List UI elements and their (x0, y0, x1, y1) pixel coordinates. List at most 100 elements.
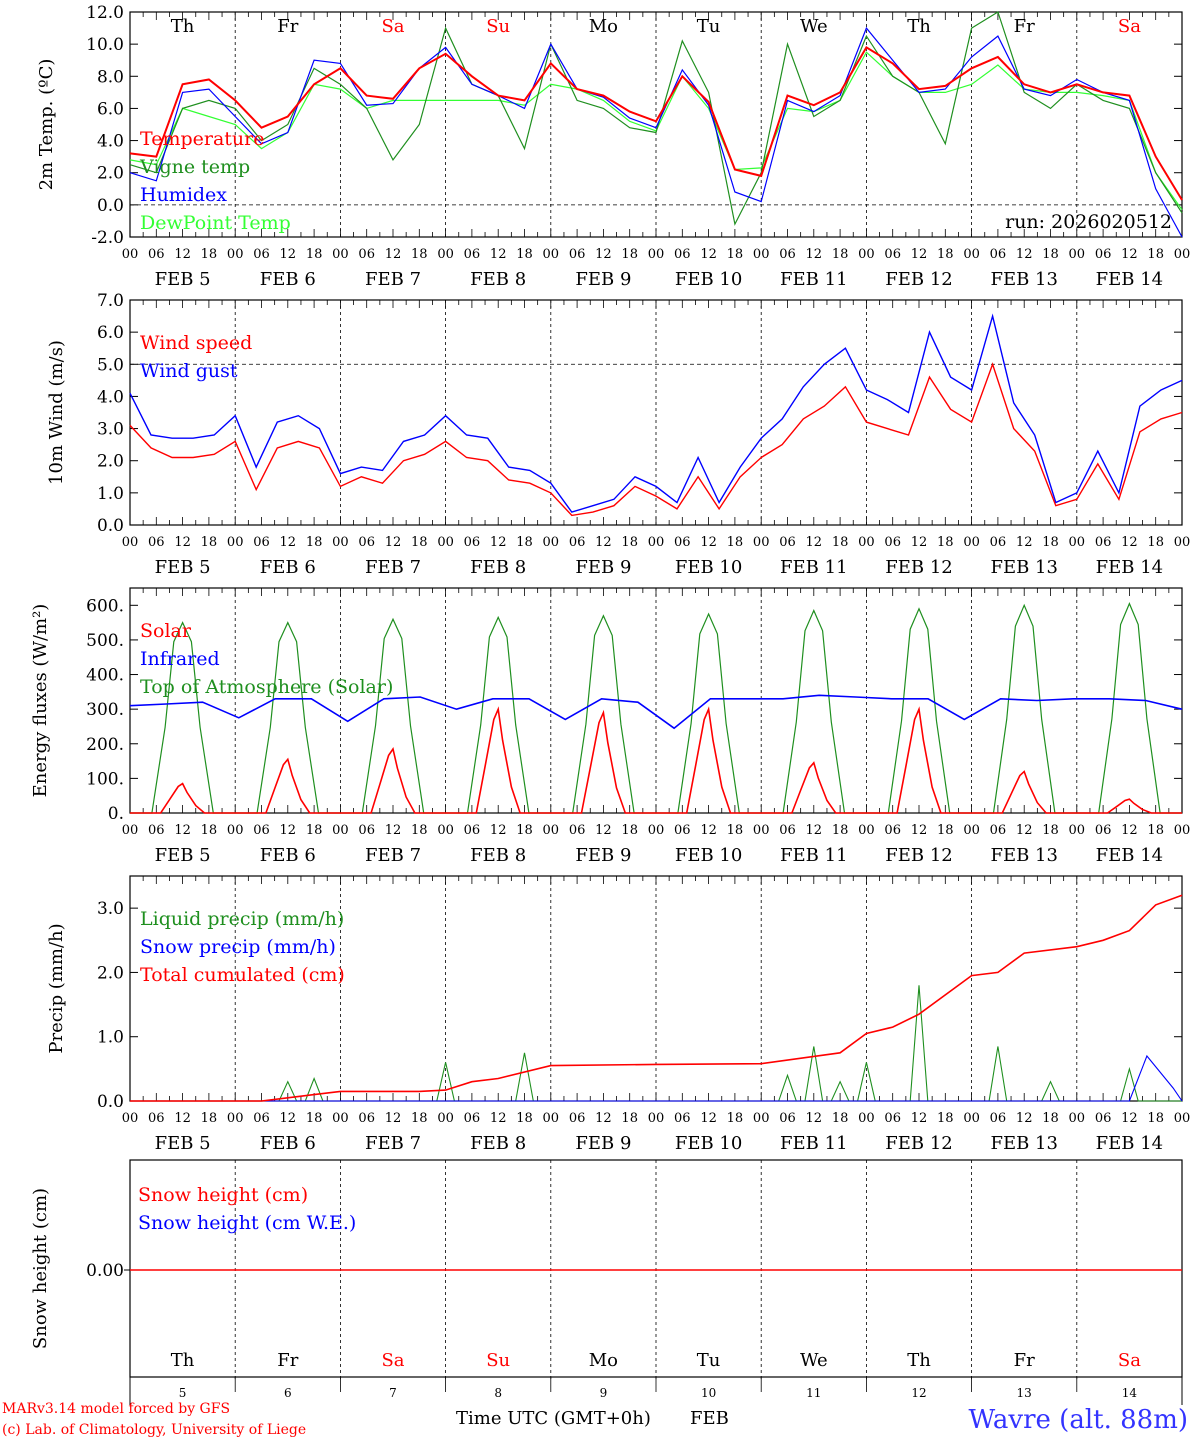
hour-tick-label: 06 (990, 247, 1007, 262)
hour-tick-label: 12 (595, 535, 612, 550)
hour-tick-label: 06 (253, 535, 270, 550)
hour-tick-label: 12 (806, 823, 823, 838)
date-label: FEB 8 (470, 269, 526, 290)
hour-tick-label: 18 (411, 1111, 428, 1126)
day-label: Mo (589, 16, 618, 37)
y-tick-label: 4.0 (97, 132, 124, 152)
hour-tick-label: 06 (569, 247, 586, 262)
series-line-solar (130, 706, 1182, 814)
hour-tick-label: 06 (569, 823, 586, 838)
date-label: FEB 10 (675, 269, 742, 290)
hour-tick-label: 00 (648, 823, 665, 838)
hour-tick-label: 06 (148, 1111, 165, 1126)
y-tick-label: 2.0 (97, 452, 124, 472)
panel-1: -2.0 0.0 2.0 4.0 6.0 8.0 10.0 12.0 Th Fr Sa Su Mo Tu W… (36, 3, 1190, 290)
day-label: Fr (277, 16, 298, 37)
hour-tick-label: 06 (253, 823, 270, 838)
hour-tick-label: 18 (516, 247, 533, 262)
hour-tick-label: 00 (753, 247, 770, 262)
date-label: FEB 12 (885, 845, 952, 866)
hour-tick-label: 06 (884, 1111, 901, 1126)
hour-tick-label: 06 (674, 1111, 691, 1126)
hour-tick-label: 06 (358, 535, 375, 550)
y-tick-label: 7.0 (97, 291, 124, 311)
date-label: FEB 5 (155, 845, 211, 866)
date-label: FEB 6 (260, 269, 316, 290)
legend-entry: Wind speed (140, 332, 252, 354)
hour-tick-label: 00 (437, 1111, 454, 1126)
hour-tick-label: 18 (201, 535, 218, 550)
hour-tick-label: 12 (911, 823, 928, 838)
y-axis-label: 2m Temp. (ºC) (36, 59, 57, 191)
hour-tick-label: 06 (253, 247, 270, 262)
date-label: FEB 12 (885, 1133, 952, 1154)
date-label: FEB 5 (155, 269, 211, 290)
hour-tick-label: 00 (648, 535, 665, 550)
day-label: Tu (697, 1350, 721, 1371)
hour-tick-label: 18 (937, 535, 954, 550)
legend-entry: Infrared (140, 648, 220, 670)
hour-tick-label: 12 (1121, 823, 1138, 838)
hour-tick-label: 06 (358, 823, 375, 838)
hour-tick-label: 06 (569, 535, 586, 550)
legend-entry: DewPoint Temp (140, 212, 291, 234)
hour-tick-label: 12 (806, 1111, 823, 1126)
hour-tick-label: 18 (937, 823, 954, 838)
hour-tick-label: 18 (201, 823, 218, 838)
hour-tick-label: 00 (122, 823, 139, 838)
hour-tick-label: 06 (884, 535, 901, 550)
hour-tick-label: 00 (858, 1111, 875, 1126)
hour-tick-label: 18 (1147, 247, 1164, 262)
hour-tick-label: 00 (1174, 823, 1191, 838)
date-label: FEB 14 (1096, 557, 1163, 578)
hour-tick-label: 00 (332, 535, 349, 550)
day-label: Mo (589, 1350, 618, 1371)
hour-tick-label: 00 (543, 823, 560, 838)
day-label: Tu (697, 16, 721, 37)
month-label: FEB (690, 1408, 729, 1429)
hour-tick-label: 18 (411, 535, 428, 550)
date-label: FEB 8 (470, 557, 526, 578)
date-label: FEB 13 (990, 269, 1057, 290)
date-label: FEB 7 (365, 1133, 421, 1154)
y-tick-label: 5.0 (97, 355, 124, 375)
y-tick-label: 6.0 (97, 323, 124, 343)
legend-entry: Solar (140, 620, 192, 642)
y-axis-label: Energy fluxes (W/m²) (30, 604, 51, 798)
hour-tick-label: 00 (648, 247, 665, 262)
hour-tick-label: 12 (490, 247, 507, 262)
hour-tick-label: 12 (385, 1111, 402, 1126)
hour-tick-label: 06 (1095, 535, 1112, 550)
hour-tick-label: 12 (280, 247, 297, 262)
hour-tick-label: 12 (700, 823, 717, 838)
hour-tick-label: 18 (201, 247, 218, 262)
hour-tick-label: 00 (963, 823, 980, 838)
hour-tick-label: 18 (937, 247, 954, 262)
hour-tick-label: 06 (990, 535, 1007, 550)
hour-tick-label: 06 (148, 247, 165, 262)
day-label: Fr (277, 1350, 298, 1371)
legend-entry: Snow height (cm) (138, 1184, 308, 1206)
day-label: Th (907, 1350, 931, 1371)
y-tick-label: 2.0 (97, 164, 124, 184)
model-credit: MARv3.14 model forced by GFS (2, 1401, 230, 1417)
y-tick-label: 6.0 (97, 99, 124, 119)
station-label: Wavre (alt. 88m) (968, 1405, 1188, 1435)
legend-entry: Vigne temp (139, 156, 250, 178)
series-line-wind-gust (129, 313, 1183, 513)
hour-tick-label: 12 (911, 247, 928, 262)
hour-tick-label: 00 (543, 247, 560, 262)
time-axis-label: Time UTC (GMT+0h) (456, 1408, 651, 1429)
hour-tick-label: 18 (201, 1111, 218, 1126)
hour-tick-label: 06 (253, 1111, 270, 1126)
hour-tick-label: 00 (122, 1111, 139, 1126)
hour-tick-label: 06 (1095, 823, 1112, 838)
hour-tick-label: 00 (1069, 1111, 1086, 1126)
footer: MARv3.14 model forced by GFS (c) Lab. of… (2, 1401, 1188, 1438)
hour-tick-label: 12 (700, 247, 717, 262)
series-line-wind-speed (129, 362, 1183, 517)
hour-tick-label: 00 (437, 247, 454, 262)
hour-tick-label: 06 (779, 823, 796, 838)
day-label: Th (171, 1350, 195, 1371)
day-label: Th (907, 16, 931, 37)
